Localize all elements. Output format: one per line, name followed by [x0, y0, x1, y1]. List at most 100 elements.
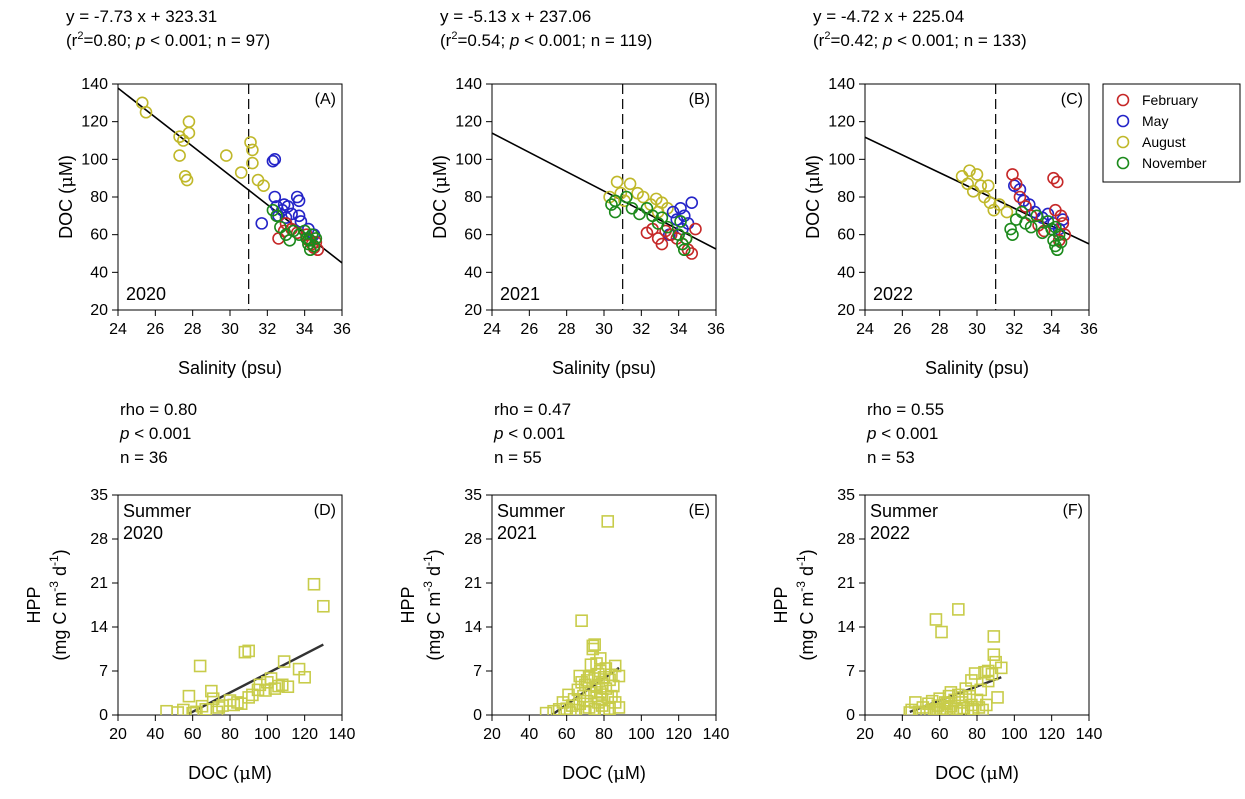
x-tick-label: 20 [109, 726, 127, 743]
y-tick-label: 35 [464, 487, 482, 504]
data-point-august [244, 136, 257, 149]
y-tick-label: 14 [90, 619, 108, 636]
x-title-main: DOC ( [562, 763, 613, 783]
y-title-2sup2: -1 [47, 555, 61, 566]
data-point-summer [920, 706, 933, 715]
y-title-2sup1: -3 [794, 581, 808, 592]
x-tick-label: 100 [1001, 726, 1028, 743]
stat-r: (r [813, 31, 825, 50]
stat-p: p [509, 31, 519, 50]
y-title-end: M) [803, 155, 823, 176]
data-point-august [180, 173, 194, 187]
legend-label-february: February [1142, 92, 1198, 108]
x-tick-label: 80 [968, 726, 986, 743]
data-point-february [689, 222, 702, 236]
x-tick-label: 32 [1005, 321, 1023, 338]
x-tick-label: 30 [221, 321, 239, 338]
x-tick-label: 20 [856, 726, 874, 743]
data-point-august [623, 177, 637, 191]
data-point-may [268, 190, 282, 204]
y-tick-label: 40 [464, 264, 482, 281]
y-axis-title-2: (mg C m-3 d-1) [794, 549, 817, 660]
y-title-2c: ) [50, 549, 70, 555]
y-title-2sup2: -1 [794, 555, 808, 566]
stat-rest: < 0.001; n = 97) [145, 31, 270, 50]
x-tick-label: 40 [893, 726, 911, 743]
data-point-november [1004, 222, 1017, 236]
data-point-summer [929, 703, 943, 715]
x-title-end: M) [998, 763, 1019, 783]
x-tick-label: 100 [254, 726, 281, 743]
legend-box [1102, 83, 1241, 183]
data-point-summer [978, 665, 991, 679]
y-title-2a: (mg C m [50, 592, 70, 661]
y-axis-title: DOC (μM) [430, 155, 451, 239]
data-point-august [182, 126, 196, 140]
plot-data [492, 84, 716, 310]
data-point-february [655, 237, 669, 251]
y-tick-label: 20 [464, 302, 482, 319]
x-tick-label: 120 [1038, 726, 1065, 743]
data-point-summer [579, 704, 592, 715]
y-title-main: DOC ( [56, 188, 76, 239]
data-point-summer [259, 684, 272, 697]
x-title-end: M) [251, 763, 272, 783]
x-axis-title: DOC (μM) [562, 763, 646, 784]
data-point-summer [186, 706, 199, 715]
panel-6: 20 40 60 80 100 120 140 0 7 14 21 28 35 rho = 0.55 p <… [771, 400, 1102, 784]
data-point-summer [584, 658, 598, 672]
y-axis-title-1: HPP [771, 586, 791, 623]
plot-data [118, 84, 342, 310]
stat-r: (r [440, 31, 452, 50]
x-axis-title: Salinity (psu) [178, 358, 282, 378]
regression-stats: (r2=0.54; p < 0.001; n = 119) [440, 30, 652, 50]
x-tick-label: 26 [520, 321, 538, 338]
y-tick-label: 21 [464, 575, 482, 592]
data-point-summer [251, 683, 265, 697]
y-tick-label: 60 [90, 227, 108, 244]
y-tick-label: 120 [81, 114, 108, 131]
data-point-november [605, 198, 618, 211]
y-tick-label: 14 [464, 619, 482, 636]
data-point-august [257, 179, 270, 192]
data-point-november [1050, 243, 1064, 257]
stat-n: n = 55 [494, 448, 542, 467]
y-tick-label: 0 [473, 707, 482, 724]
x-tick-label: 34 [670, 321, 688, 338]
stat-p-line: p < 0.001 [493, 424, 565, 443]
x-tick-label: 40 [146, 726, 164, 743]
data-point-august [636, 190, 650, 204]
regression-equation: y = -7.73 x + 323.31 [66, 7, 217, 26]
y-tick-label: 140 [81, 76, 108, 93]
stat-r-value: =0.42; [830, 31, 882, 50]
season-year-label: Summer 2022 [870, 501, 938, 543]
y-tick-label: 60 [837, 227, 855, 244]
x-tick-label: 36 [1080, 321, 1098, 338]
x-tick-label: 26 [893, 321, 911, 338]
data-point-november [303, 243, 317, 257]
y-tick-label: 0 [99, 707, 108, 724]
data-point-summer [261, 676, 274, 689]
data-point-august [139, 105, 153, 119]
panel-2: 24 26 28 30 32 34 36 20 40 60 80 100 120 140 y = -5.13… [430, 7, 725, 378]
y-tick-label: 100 [455, 151, 482, 168]
stat-n: n = 53 [867, 448, 915, 467]
data-point-november [307, 239, 321, 253]
y-title-2b: d [797, 566, 817, 581]
data-point-august [219, 149, 233, 162]
year-label: 2021 [497, 523, 537, 543]
data-point-summer [242, 644, 255, 658]
data-point-august [983, 196, 997, 209]
y-title-main: DOC ( [803, 188, 823, 239]
data-point-november [1030, 209, 1044, 223]
panel-letter: (F) [1063, 502, 1083, 519]
panel-4: 20 40 60 80 100 120 140 0 7 14 21 28 35 rho = 0.80 p <… [24, 400, 355, 784]
y-tick-label: 80 [464, 189, 482, 206]
plot-data [160, 577, 330, 715]
stat-p-line: p < 0.001 [866, 424, 938, 443]
x-tick-label: 60 [931, 726, 949, 743]
y-title-2b: d [50, 566, 70, 581]
data-point-november [298, 224, 311, 238]
data-point-summer [608, 659, 622, 673]
stat-p: p [882, 31, 892, 50]
